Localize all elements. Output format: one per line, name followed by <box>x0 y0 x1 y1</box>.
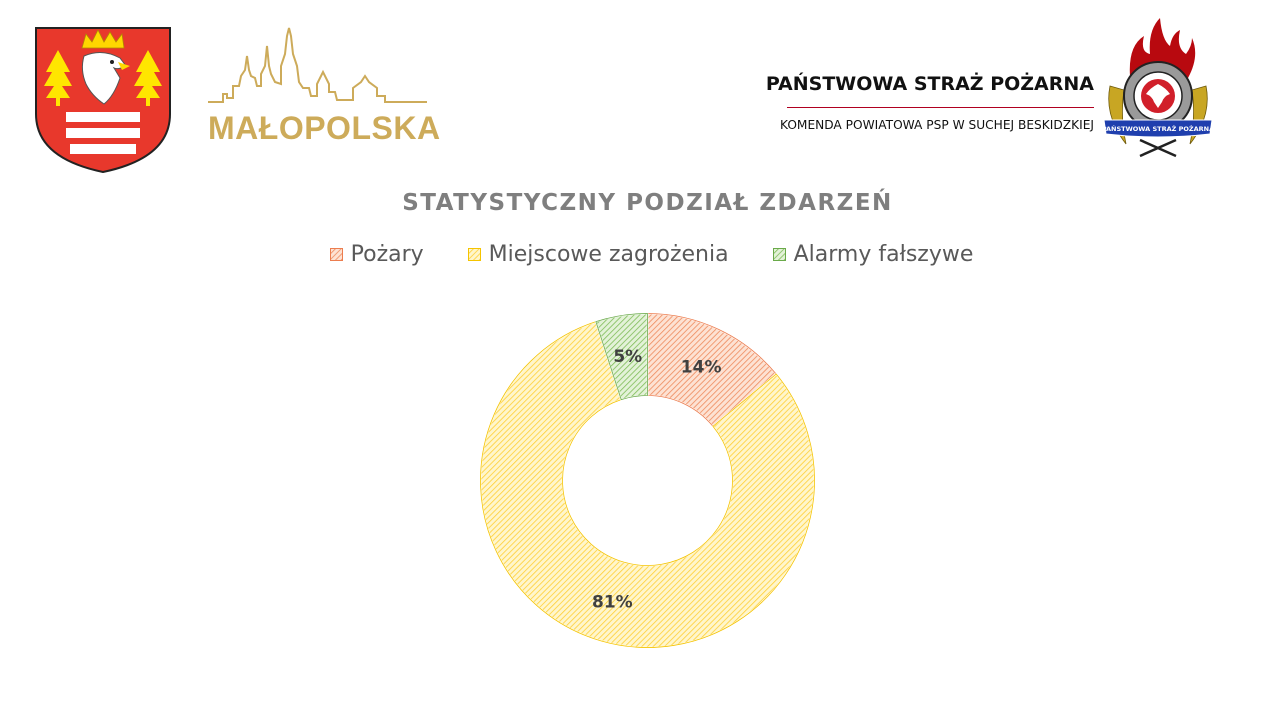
tree-icon <box>134 50 162 106</box>
emblem-ribbon-text: PAŃSTWOWA STRAŻ POŻARNA <box>1102 124 1214 133</box>
region-name: MAŁOPOLSKA <box>208 110 441 146</box>
donut-slice-outline-2 <box>595 313 648 401</box>
donut-chart: 14% 81% 5% <box>479 312 816 649</box>
tree-icon <box>44 50 72 106</box>
chart-legend: Pożary Miejscowe zagrożenia Alarmy fałsz… <box>0 237 1271 271</box>
donut-data-label: 81% <box>592 592 633 612</box>
legend-swatch <box>772 247 786 261</box>
legend-item-miejscowe-zagrozenia: Miejscowe zagrożenia <box>467 241 729 267</box>
donut-data-label: 5% <box>613 347 642 367</box>
fire-service-emblem-logo: PAŃSTWOWA STRAŻ POŻARNA <box>1102 18 1214 158</box>
legend-label: Pożary <box>350 241 424 267</box>
eagle-icon <box>81 52 130 105</box>
legend-item-pozary: Pożary <box>329 241 424 267</box>
coat-of-arms-logo <box>35 27 171 174</box>
org-subtitle: KOMENDA POWIATOWA PSP W SUCHEJ BESKIDZKI… <box>780 118 1094 132</box>
chart-title: STATYSTYCZNY PODZIAŁ ZDARZEŃ <box>402 190 893 216</box>
legend-swatch <box>329 247 343 261</box>
crown-icon <box>81 29 125 49</box>
org-title: PAŃSTWOWA STRAŻ POŻARNA <box>765 73 1094 95</box>
donut-data-label: 14% <box>681 357 722 377</box>
legend-item-alarmy-falszywe: Alarmy fałszywe <box>772 241 974 267</box>
legend-label: Alarmy fałszywe <box>793 241 974 267</box>
donut-slice-outline-1 <box>480 321 815 648</box>
legend-label: Miejscowe zagrożenia <box>488 241 729 267</box>
legend-swatch <box>467 247 481 261</box>
divider-line <box>787 107 1094 108</box>
malopolska-skyline-logo <box>208 27 427 103</box>
